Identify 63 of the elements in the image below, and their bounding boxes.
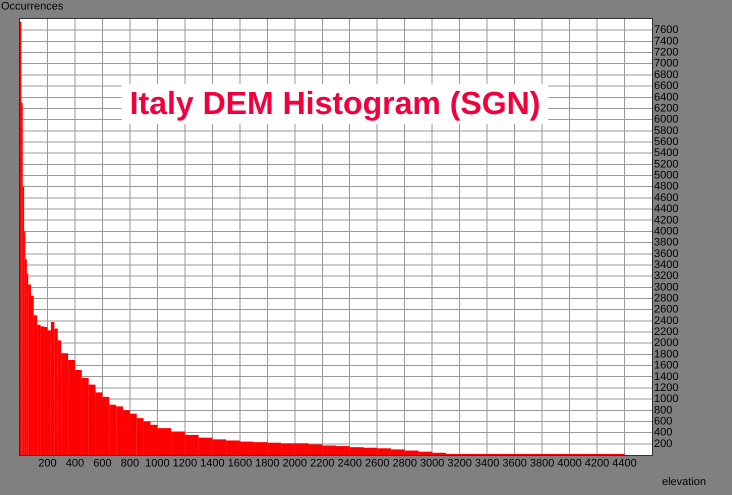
x-tick-label: 2200 (310, 458, 335, 470)
x-tick-label: 3000 (420, 458, 444, 470)
x-axis-title: elevation (662, 476, 706, 488)
text: Italy DEM Histogram (SGN) (130, 84, 540, 121)
y-tick-label: 1400 (654, 370, 678, 383)
x-tick-label: 4400 (612, 458, 637, 470)
x-tick-label: 1600 (228, 458, 252, 470)
y-tick-label: 6000 (654, 114, 678, 126)
x-tick-label: 3800 (530, 458, 554, 470)
y-tick-label: 4600 (654, 192, 678, 204)
y-tick-label: 1000 (654, 393, 678, 406)
y-tick-label: 5000 (654, 170, 678, 182)
y-axis-title: Occurrences (1, 0, 64, 13)
y-tick-label: 400 (654, 426, 672, 439)
y-tick-label: 4800 (654, 180, 678, 193)
x-tick-label: 2600 (364, 458, 390, 470)
x-tick-label: 4200 (584, 458, 610, 470)
y-tick-label: 1800 (654, 348, 678, 360)
y-tick-label: 800 (654, 404, 672, 416)
x-tick-label: 800 (120, 458, 140, 470)
x-tick-label: 2800 (392, 458, 417, 470)
x-tick-label: 4000 (557, 458, 582, 470)
y-tick-label: 5200 (654, 158, 678, 170)
y-tick-label: 2000 (654, 337, 678, 350)
y-tick-label: 6400 (654, 91, 678, 104)
y-tick-label: 2200 (654, 326, 678, 338)
y-tick-label: 3400 (654, 258, 678, 271)
y-tick-label: 3600 (654, 248, 678, 260)
y-tick-label: 2400 (654, 314, 678, 327)
y-tick-label: 7400 (654, 35, 678, 48)
y-tick-label: 2800 (654, 292, 678, 305)
y-tick-label: 2600 (654, 304, 678, 316)
y-tick-label: 600 (654, 415, 672, 428)
y-tick-label: 1200 (654, 382, 678, 394)
y-tick-label: 4400 (654, 203, 678, 216)
y-tick-label: 3200 (654, 270, 678, 282)
x-tick-label: 1000 (145, 458, 170, 470)
x-tick-label: 2400 (337, 458, 362, 470)
y-tick-label: 6600 (654, 80, 678, 92)
y-tick-label: 200 (654, 438, 672, 450)
x-tick-label: 600 (93, 458, 112, 470)
y-tick-label: 5400 (654, 147, 678, 160)
y-tick-label: 7200 (654, 46, 678, 59)
x-tick-label: 1800 (255, 458, 280, 470)
x-tick-label: 1400 (200, 458, 225, 470)
x-tick-label: 400 (66, 458, 84, 470)
y-tick-label: 5800 (654, 124, 678, 137)
y-tick-label: 3800 (654, 236, 678, 249)
x-tick-label: 3400 (474, 458, 500, 470)
y-tick-label: 1600 (654, 360, 678, 372)
y-tick-label: 6200 (654, 102, 678, 114)
y-tick-label: 3000 (654, 281, 678, 294)
x-tick-label: 2000 (282, 458, 308, 470)
x-tick-label: 1200 (172, 458, 198, 470)
y-tick-label: 7000 (654, 58, 678, 70)
y-tick-label: 7600 (654, 24, 678, 36)
x-tick-label: 3200 (447, 458, 472, 470)
x-tick-label: 200 (38, 458, 57, 470)
y-tick-label: 4200 (654, 214, 678, 226)
x-tick-label: 3600 (502, 458, 527, 470)
y-tick-label: 5600 (654, 136, 678, 148)
y-tick-label: 6800 (654, 68, 678, 81)
y-tick-label: 4000 (654, 225, 678, 238)
